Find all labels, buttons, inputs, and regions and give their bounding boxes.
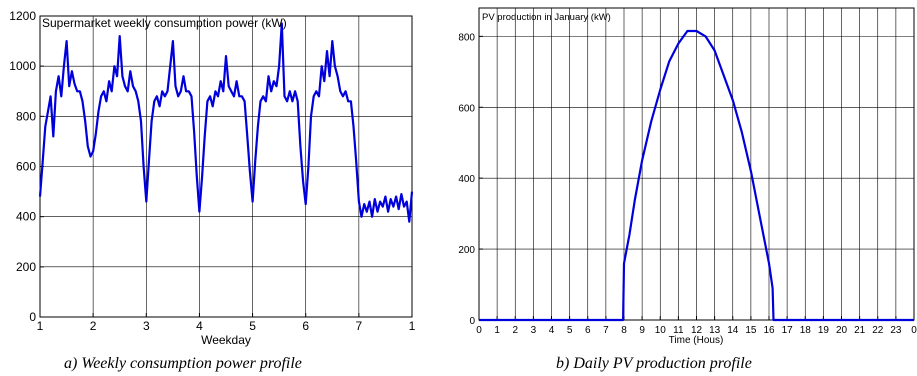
y-tick-label: 400 <box>16 210 36 224</box>
x-tick-label: 0 <box>476 325 482 336</box>
x-tick-label: 1 <box>37 319 44 333</box>
pv-production-chart: 0 1 2 3 4 5 6 7 8 9 10 11 12 13 14 15 16 17 18 19 20 21 22 23 00… <box>458 7 917 372</box>
chart-title: PV production in January (kW) <box>482 12 611 23</box>
x-tick-label: 13 <box>709 325 721 336</box>
x-tick-label: 19 <box>818 325 830 336</box>
x-tick-label: 11 <box>673 325 684 336</box>
x-tick-label: 6 <box>302 319 309 333</box>
y-tick-label: 400 <box>458 174 475 185</box>
x-tick-label: 23 <box>890 325 902 336</box>
grid <box>39 15 413 318</box>
tick-labels: 0 1 2 3 4 5 6 7 8 9 10 11 12 13 14 15 16 17 18 19 20 21 22 23 00… <box>458 32 917 336</box>
y-tick-label: 1200 <box>9 9 36 23</box>
x-tick-label: 3 <box>531 325 537 336</box>
x-tick-label: 14 <box>727 325 739 336</box>
grid <box>478 8 915 321</box>
x-tick-label: 15 <box>745 325 757 336</box>
x-tick-label: 21 <box>854 325 866 336</box>
series-line <box>479 29 914 322</box>
x-tick-label: 3 <box>143 319 150 333</box>
chart-title: Supermarket weekly consumption power (kW… <box>42 16 287 30</box>
caption: b) Daily PV production profile <box>556 355 752 372</box>
y-tick-label: 0 <box>469 316 475 327</box>
x-tick-label: 1 <box>494 325 500 336</box>
x-tick-label: 18 <box>800 325 812 336</box>
y-tick-label: 200 <box>458 245 475 256</box>
x-tick-label: 17 <box>782 325 794 336</box>
y-tick-label: 600 <box>16 160 36 174</box>
y-tick-label: 600 <box>458 103 475 114</box>
x-tick-label: 2 <box>512 325 518 336</box>
x-tick-label: 2 <box>90 319 97 333</box>
series-layer <box>38 22 414 223</box>
y-tick-label: 800 <box>458 32 475 43</box>
x-tick-label: 10 <box>655 325 667 336</box>
x-tick-label: 7 <box>603 325 609 336</box>
y-tick-label: 1000 <box>9 59 36 73</box>
x-tick-label: 5 <box>567 325 573 336</box>
x-tick-label: 7 <box>356 319 363 333</box>
x-tick-label: 9 <box>639 325 645 336</box>
y-tick-label: 200 <box>16 260 36 274</box>
x-axis-label: Weekday <box>201 333 251 347</box>
x-tick-label: 1 <box>409 319 416 333</box>
x-axis-label: Time (Hous) <box>669 335 724 346</box>
caption: a) Weekly consumption power profile <box>64 355 302 372</box>
series-line <box>38 22 414 223</box>
x-tick-label: 20 <box>836 325 848 336</box>
x-tick-label: 4 <box>196 319 203 333</box>
x-tick-label: 0 <box>911 325 917 336</box>
x-tick-label: 8 <box>621 325 627 336</box>
series-layer <box>479 29 914 322</box>
y-tick-label: 800 <box>16 109 36 123</box>
x-tick-label: 6 <box>585 325 591 336</box>
x-tick-label: 16 <box>763 325 775 336</box>
y-tick-label: 0 <box>29 310 36 324</box>
x-tick-label: 12 <box>691 325 703 336</box>
x-tick-label: 22 <box>872 325 884 336</box>
x-tick-label: 5 <box>249 319 256 333</box>
x-tick-label: 4 <box>549 325 555 336</box>
